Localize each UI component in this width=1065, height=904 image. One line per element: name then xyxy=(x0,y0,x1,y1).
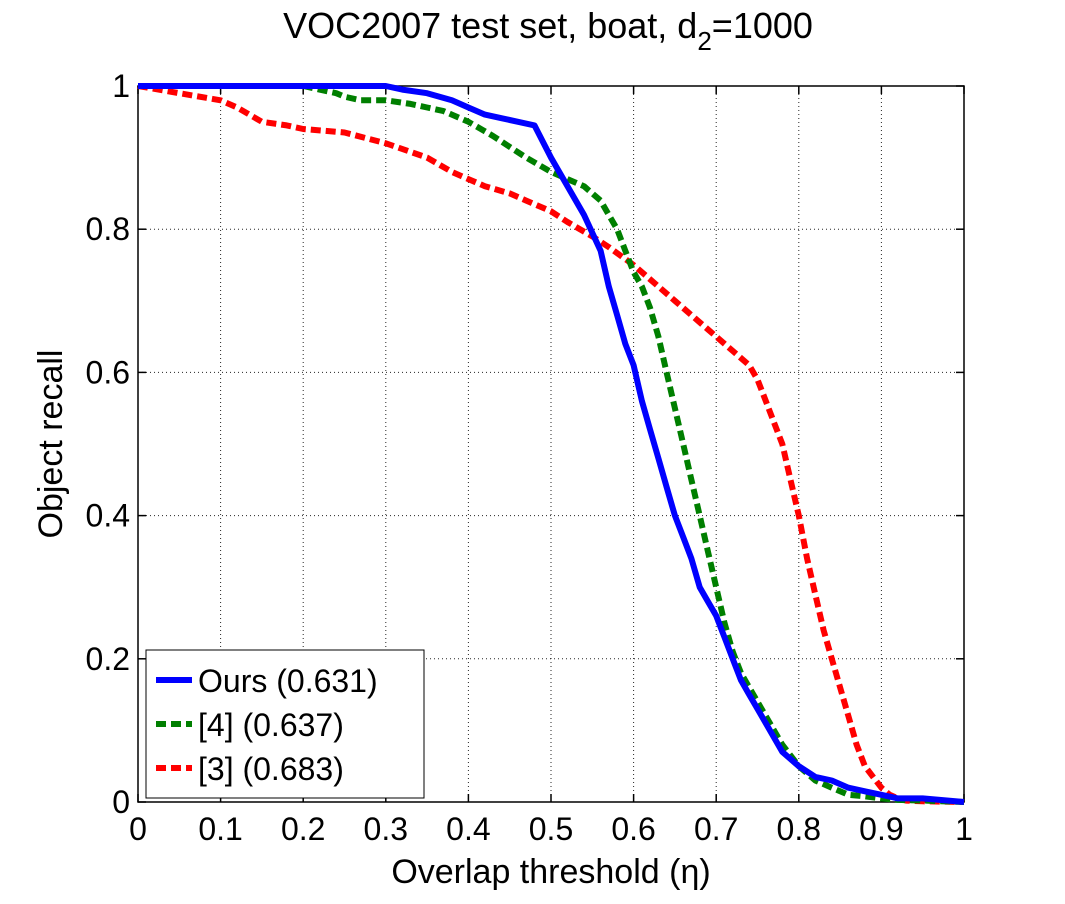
x-tick-label: 0.2 xyxy=(281,811,325,847)
legend-label-ours: Ours (0.631) xyxy=(198,663,378,699)
legend: Ours (0.631) [4] (0.637) [3] (0.683) xyxy=(145,649,425,799)
x-tick-label: 0.3 xyxy=(364,811,408,847)
x-axis-label: Overlap threshold (η) xyxy=(391,853,710,891)
legend-box xyxy=(145,649,425,799)
series-line-ours xyxy=(138,83,965,805)
series-lines xyxy=(137,83,965,805)
y-tick-label: 0.8 xyxy=(86,211,130,247)
legend-label-ref3: [3] (0.683) xyxy=(198,751,344,787)
x-tick-label: 0.4 xyxy=(446,811,490,847)
x-tick-label: 0.9 xyxy=(859,811,903,847)
y-tick-label: 1 xyxy=(112,68,130,104)
x-tick-label: 0.8 xyxy=(777,811,821,847)
y-tick-label: 0 xyxy=(112,784,130,820)
x-tick-label: 0 xyxy=(129,811,147,847)
y-axis-label: Object recall xyxy=(32,350,70,539)
chart-title: VOC2007 test set, boat, d2=1000 xyxy=(283,5,813,56)
x-tick-label: 0.7 xyxy=(694,811,738,847)
x-tick-label: 0.6 xyxy=(611,811,655,847)
x-tick-label: 1 xyxy=(955,811,973,847)
series-line-ref3 xyxy=(137,83,965,805)
axis-ticks: 0 0.1 0.2 0.3 0.4 0.5 0.6 0.7 0.8 0.9 1 0 0.2 0.4 0.6 0… xyxy=(86,68,973,847)
x-tick-label: 0.5 xyxy=(529,811,573,847)
y-tick-label: 0.6 xyxy=(86,354,130,390)
y-tick-label: 0.4 xyxy=(86,498,130,534)
legend-label-ref4: [4] (0.637) xyxy=(198,707,344,743)
y-tick-label: 0.2 xyxy=(86,641,130,677)
x-tick-label: 0.1 xyxy=(198,811,242,847)
